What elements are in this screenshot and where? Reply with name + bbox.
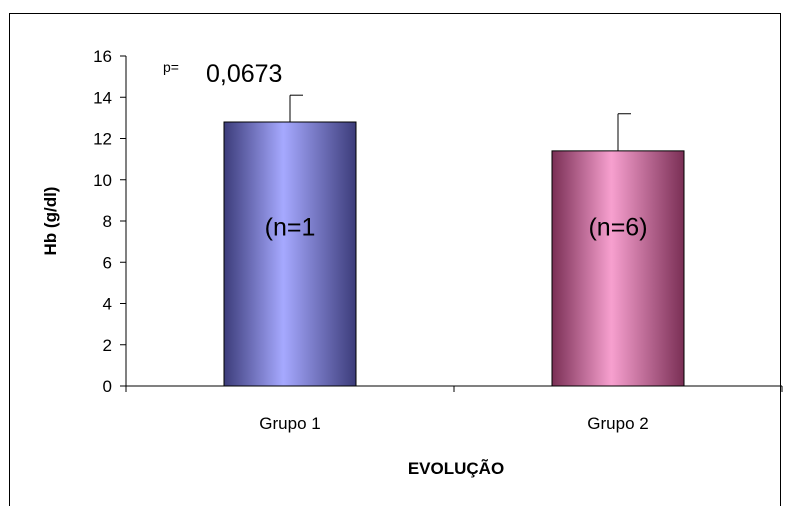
y-tick-label: 10 <box>93 171 112 190</box>
x-axis-label: EVOLUÇÃO <box>408 458 504 478</box>
labels: (n=1 Grupo 1 (n=6) Grupo 2 <box>259 213 648 433</box>
bar-label-2: (n=6) <box>588 213 647 241</box>
x-tick-label: Grupo 2 <box>587 414 648 433</box>
y-tick-label: 6 <box>103 253 112 272</box>
x-tick-label: Grupo 1 <box>259 414 320 433</box>
y-axis-label: Hb (g/dl) <box>41 187 60 256</box>
y-tick-label: 12 <box>93 130 112 149</box>
p-value-prefix: p= <box>163 59 179 75</box>
bars <box>223 94 685 387</box>
bar-grupo-1 <box>223 121 357 387</box>
y-tick-label: 16 <box>93 47 112 66</box>
y-tick-label: 8 <box>103 212 112 231</box>
y-tick-label: 0 <box>103 377 112 396</box>
bar-grupo-2 <box>551 150 685 387</box>
p-value: 0,0673 <box>206 60 282 88</box>
y-tick-label: 4 <box>103 295 112 314</box>
y-tick-label: 14 <box>93 88 112 107</box>
y-tick-label: 2 <box>103 336 112 355</box>
bar-label-1: (n=1 <box>265 213 316 241</box>
